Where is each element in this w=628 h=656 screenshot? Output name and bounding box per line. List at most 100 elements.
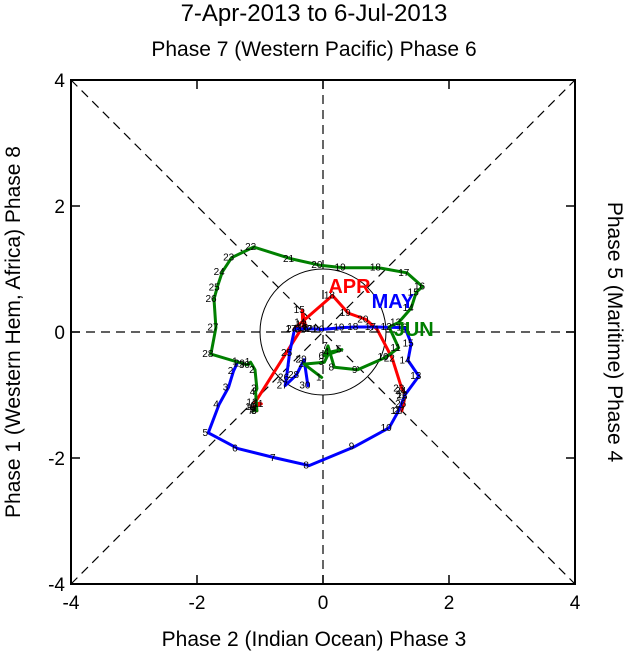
day-label-jun: 5 [251,406,257,417]
day-label-jun: 7 [248,406,254,417]
day-label-jun: 12 [381,322,393,333]
day-label-may: 22 [302,324,314,335]
x-tick-label: 4 [570,593,581,614]
day-label-jun: 17 [398,268,410,279]
day-label-may: 29 [296,355,308,366]
month-label-may: MAY [372,291,415,313]
day-label-jun: 2 [298,359,304,370]
day-label-jun: 10 [377,352,389,363]
day-label-apr: 15 [294,305,306,316]
day-label-may: 11 [390,406,401,417]
day-label-jun: 4 [250,387,256,398]
day-label-may: 21 [306,324,318,335]
y-tick-label: -4 [48,575,65,596]
x-tick-label: -2 [189,593,206,614]
day-label-jun: 28 [202,349,214,360]
day-label-apr: 26 [395,399,407,410]
day-label-may: 3 [223,382,229,393]
day-label-jun: 7 [322,341,328,352]
day-label-apr: 18 [324,290,336,301]
day-label-may: 26 [278,372,290,383]
day-label-jun: 4 [324,347,330,358]
day-label-jun: 25 [209,282,221,293]
day-label-jun: 21 [283,254,295,265]
day-label-apr: 27 [393,406,405,417]
day-label-may: 23 [296,324,308,335]
day-label-jun: 23 [223,253,235,264]
day-label-may: 10 [381,423,393,434]
day-label-may: 1 [232,357,238,368]
day-label-apr: 17 [285,324,297,335]
y-tick-label: -2 [48,449,65,470]
day-label-jun: 27 [207,323,219,334]
day-label-jun: 1 [316,372,322,383]
day-label-jun: 16 [414,282,426,293]
day-label-may: 2 [228,366,234,377]
chart-subtitle: Phase 7 (Western Pacific) Phase 6 [151,38,477,61]
day-label-apr: 12 [246,398,258,409]
day-label-apr: 21 [369,324,381,335]
day-label-apr: 13 [296,319,308,330]
day-label-may: 8 [303,461,309,472]
day-label-jun: 3 [251,384,257,395]
day-label-may: 16 [396,323,408,334]
day-label-jun: 1 [245,357,251,368]
y-tick-label: 4 [54,71,65,92]
day-label-apr: 20 [357,314,369,325]
day-label-may: 12 [396,390,408,401]
day-label-may: 30 [299,381,311,392]
chart-title: 7-Apr-2013 to 6-Jul-2013 [180,0,448,27]
day-label-may: 14 [399,355,411,366]
day-label-apr: 16 [297,323,309,334]
series-line-jun [209,245,424,413]
x-tick-label: 2 [444,593,455,614]
day-label-jun: 18 [370,263,382,274]
day-label-apr: 11 [253,399,264,410]
day-label-may: 28 [288,370,300,381]
day-label-jun: 9 [352,365,358,376]
day-label-may: 6 [232,444,238,455]
day-label-jun: 6 [249,403,255,414]
day-label-jun: 20 [311,260,323,271]
day-label-may: 19 [333,323,345,334]
day-label-jun: 22 [245,242,257,253]
series-line-may [206,325,421,468]
day-label-may: 27 [277,381,289,392]
day-label-apr: 22 [384,353,396,364]
month-label-apr: APR [328,276,371,298]
month-label-jun: JUN [394,319,434,341]
day-label-may: 18 [347,322,359,333]
day-label-jun: 13 [390,318,402,329]
day-label-jun: 6 [318,351,324,362]
day-label-jun: 24 [214,267,226,278]
day-label-jun: 29 [234,359,246,370]
y-tick-label: 0 [54,323,65,344]
day-label-jun: 15 [408,287,420,298]
x-axis-label: Phase 2 (Indian Ocean) Phase 3 [161,628,467,651]
day-label-apr: 9 [250,404,256,415]
day-label-may: 25 [281,348,293,359]
day-label-apr: 19 [340,308,352,319]
day-label-may: 5 [203,428,209,439]
day-label-apr: 25 [396,391,408,402]
day-label-apr: 14 [294,318,306,329]
day-label-may: 7 [270,453,276,464]
day-label-jun: 30 [239,360,251,371]
day-label-may: 15 [403,338,415,349]
day-label-jun: 5 [336,345,342,356]
day-label-jun: 26 [205,294,217,305]
y-tick-label: 2 [54,197,65,218]
day-label-jun: 8 [329,362,335,373]
day-label-jun: 14 [403,303,415,314]
day-label-jun: 3 [318,357,324,368]
day-label-may: 13 [410,371,422,382]
day-label-may: 4 [213,399,219,410]
day-label-may: 24 [286,324,298,335]
day-label-apr: 24 [395,386,407,397]
day-label-may: 20 [313,324,325,335]
amplitude-circle [259,268,387,396]
day-label-apr: 8 [251,406,257,417]
day-label-apr: 23 [393,384,405,395]
